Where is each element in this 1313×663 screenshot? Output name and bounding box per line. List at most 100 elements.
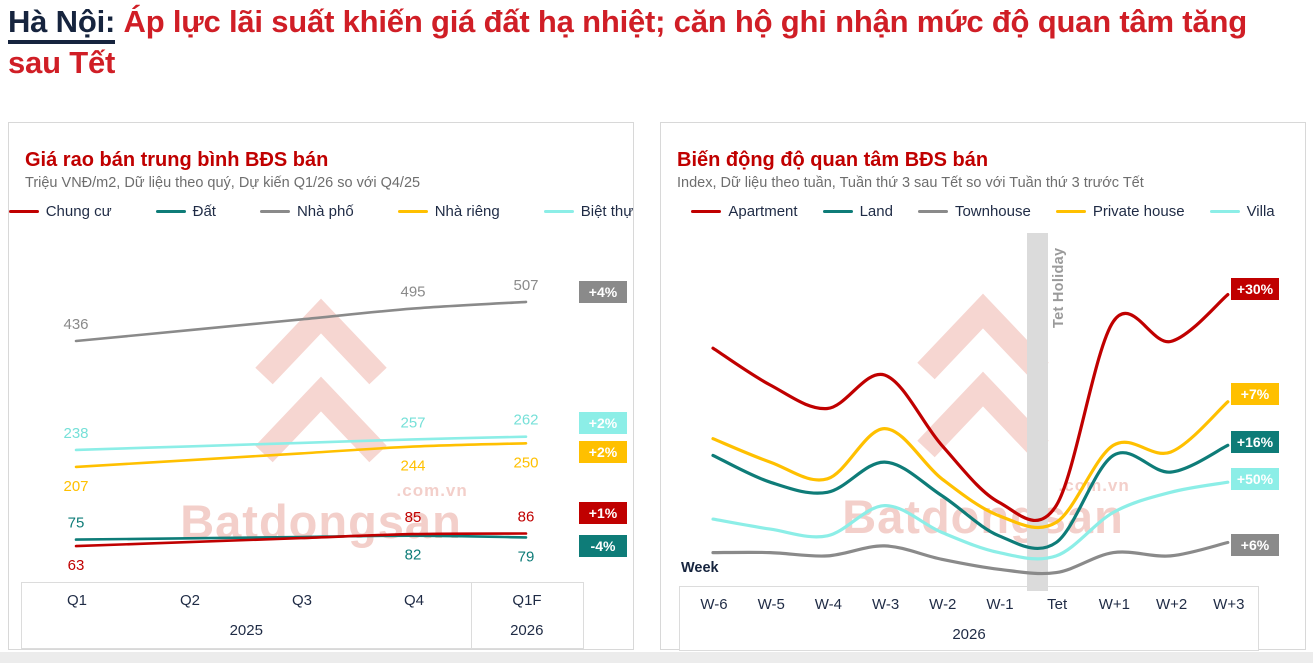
legend-swatch-icon (397, 210, 428, 213)
legend-swatch-icon (259, 210, 290, 213)
legend-item-nhà-riêng: Nhà riêng (397, 203, 500, 220)
price-line-chart: 436 495 507 238 257 262 207 244 250 75 82 79 63 85 86 (63, 277, 538, 574)
change-badge-townhouse: +6% (1231, 534, 1279, 556)
change-badge-biệt-thự: +2% (579, 412, 627, 434)
legend-label: Villa (1246, 203, 1275, 220)
interest-chart-title: Biến động độ quan tâm BĐS bán (677, 148, 989, 171)
interest-line-chart (711, 293, 1230, 576)
legend-item-apartment: Apartment (691, 203, 798, 220)
data-label: 82 (405, 547, 422, 564)
legend-item-private-house: Private house (1055, 203, 1185, 220)
data-label: 238 (63, 425, 88, 442)
data-label: 63 (68, 557, 85, 574)
legend-label: Townhouse (954, 203, 1031, 220)
change-badge-nhà-riêng: +2% (579, 441, 627, 463)
x-tick-w+2: W+2 (1155, 596, 1188, 613)
series-line-apartment (711, 293, 1230, 522)
legend-item-villa: Villa (1209, 203, 1275, 220)
change-badge-nhà-phố: +4% (579, 281, 627, 303)
data-label: 86 (518, 509, 535, 526)
price-chart-x-axis: Q1 Q2 Q3 Q4 Q1F 2025 2026 (21, 582, 584, 649)
price-chart-legend: Chung cư Đất Nhà phố Nhà riêng Biệt thự (8, 203, 634, 220)
legend-item-land: Land (822, 203, 893, 220)
legend-label: Chung cư (45, 203, 112, 220)
legend-swatch-icon (1209, 210, 1240, 213)
interest-chart-panel: Biến động độ quan tâm BĐS bán Index, Dữ … (660, 122, 1306, 651)
legend-item-townhouse: Townhouse (917, 203, 1031, 220)
x-tick-q4: Q4 (403, 592, 425, 609)
legend-swatch-icon (1055, 210, 1086, 213)
data-label: 436 (63, 316, 88, 333)
page-title-location: Hà Nội: (8, 4, 115, 44)
series-line-villa (711, 480, 1230, 561)
page-bottom-strip (0, 652, 1313, 663)
year-label-2026: 2026 (510, 622, 544, 639)
legend-swatch-icon (543, 210, 574, 213)
x-tick-w-6: W-6 (700, 596, 728, 613)
legend-label: Private house (1092, 203, 1185, 220)
data-label: 75 (68, 515, 85, 532)
x-tick-tet: Tet (1047, 596, 1068, 613)
x-tick-w-4: W-4 (814, 596, 843, 613)
interest-chart-legend: Apartment Land Townhouse Private house Villa (661, 203, 1305, 220)
legend-label: Nhà phố (296, 203, 354, 220)
change-badge-đất: -4% (579, 535, 627, 557)
series-line-biệt-thự (74, 435, 528, 452)
legend-swatch-icon (8, 210, 39, 213)
data-label: 507 (513, 277, 538, 294)
change-badge-land: +16% (1231, 431, 1279, 453)
data-label: 244 (400, 458, 425, 475)
year-label-2026: 2026 (952, 626, 986, 643)
series-line-land (711, 443, 1230, 551)
legend-label: Đất (192, 203, 216, 220)
week-axis-label: Week (681, 560, 719, 576)
interest-chart-plot: Batdongsan .com.vn Tet Holiday +30% +16% +… (661, 233, 1305, 591)
legend-swatch-icon (917, 210, 948, 213)
data-label: 250 (513, 454, 538, 471)
axis-year-divider (470, 583, 472, 648)
price-chart-panel: Giá rao bán trung bình BĐS bán Triệu VNĐ… (8, 122, 634, 650)
data-label: 207 (63, 478, 88, 495)
series-line-chung-cư (74, 532, 528, 548)
legend-swatch-icon (691, 210, 722, 213)
series-line-nhà-phố (74, 300, 528, 343)
x-tick-q2: Q2 (179, 592, 201, 609)
legend-label: Land (859, 203, 893, 220)
x-tick-w-3: W-3 (871, 596, 900, 613)
change-badge-villa: +50% (1231, 468, 1279, 490)
x-tick-w-1: W-1 (986, 596, 1014, 613)
legend-item-biệt-thự: Biệt thự (543, 203, 634, 220)
legend-label: Biệt thự (580, 203, 634, 220)
x-tick-q3: Q3 (291, 592, 313, 609)
change-badge-apartment: +30% (1231, 278, 1279, 300)
legend-item-nhà-phố: Nhà phố (259, 203, 354, 220)
interest-chart-x-axis: W-6 W-5 W-4 W-3 W-2 W-1 Tet W+1 W+2 W+3 2026 (679, 586, 1259, 651)
legend-item-đất: Đất (155, 203, 216, 220)
legend-swatch-icon (822, 210, 853, 213)
series-line-townhouse (711, 540, 1230, 576)
year-label-2025: 2025 (229, 622, 263, 639)
data-label: 262 (513, 412, 538, 429)
x-tick-w-5: W-5 (757, 596, 785, 613)
x-tick-q1: Q1 (66, 592, 88, 609)
legend-label: Apartment (728, 203, 798, 220)
data-label: 85 (405, 509, 422, 526)
price-chart-subtitle: Triệu VNĐ/m2, Dữ liệu theo quý, Dự kiến … (25, 174, 421, 191)
data-label: 79 (518, 548, 535, 565)
data-label: 257 (400, 414, 425, 431)
page-title: Hà Nội: Áp lực lãi suất khiến giá đất hạ… (8, 2, 1278, 84)
interest-chart-subtitle: Index, Dữ liệu theo tuần, Tuần thứ 3 sau… (677, 174, 1144, 191)
price-chart-title: Giá rao bán trung bình BĐS bán (25, 148, 329, 171)
x-tick-w-2: W-2 (929, 596, 957, 613)
x-tick-q1f: Q1F (512, 592, 542, 609)
data-label: 495 (400, 284, 425, 301)
legend-item-chung-cư: Chung cư (8, 203, 112, 220)
change-badge-private-house: +7% (1231, 383, 1279, 405)
x-tick-w+1: W+1 (1098, 596, 1131, 613)
series-line-private-house (711, 400, 1230, 530)
change-badge-chung-cư: +1% (579, 502, 627, 524)
price-chart-plot: Batdongsan .com.vn 436 495 507 238 257 262 207… (9, 241, 633, 593)
x-tick-w+3: W+3 (1213, 596, 1245, 613)
legend-label: Nhà riêng (434, 203, 500, 220)
legend-swatch-icon (155, 210, 186, 213)
